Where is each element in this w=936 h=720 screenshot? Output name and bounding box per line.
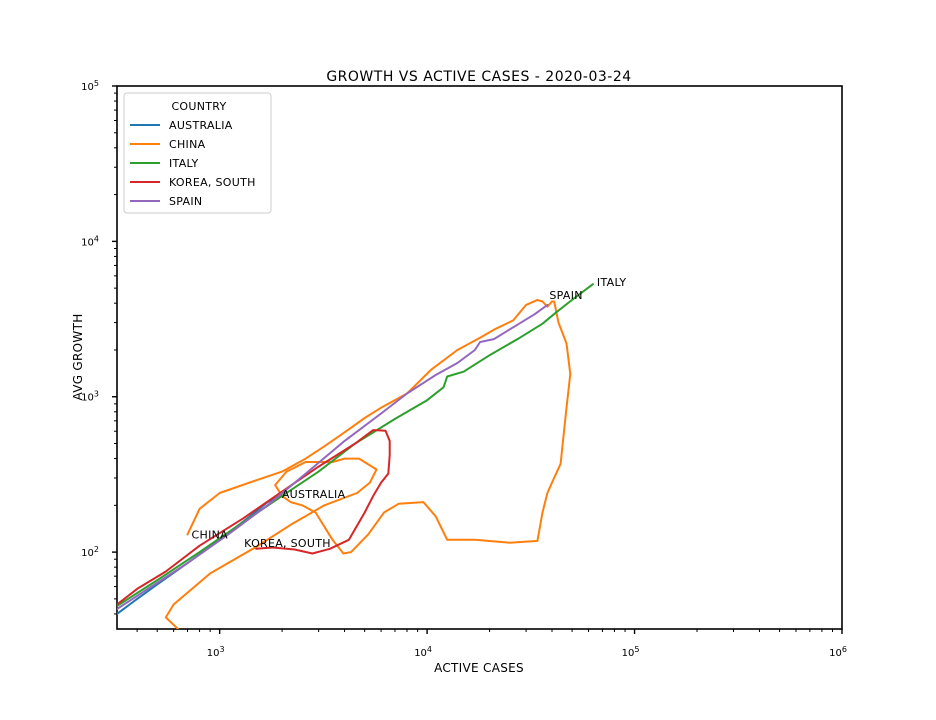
series-line-italy xyxy=(117,283,594,607)
annotation-china: CHINA xyxy=(192,528,229,541)
x-tick-label: 105 xyxy=(622,645,640,659)
legend: COUNTRY AUSTRALIA CHINA ITALY KOREA, SOUTH S… xyxy=(123,92,272,214)
legend-items: AUSTRALIA CHINA ITALY KOREA, SOUTH SPAIN xyxy=(130,119,256,208)
annotation-layer: AUSTRALIA CHINA ITALY KOREA, SOUTH SPAIN xyxy=(192,276,627,550)
annotation-korea-south: KOREA, SOUTH xyxy=(244,537,331,550)
legend-label-spain: SPAIN xyxy=(169,195,202,208)
annotation-australia: AUSTRALIA xyxy=(282,488,346,501)
legend-title: COUNTRY xyxy=(171,100,226,113)
y-axis: 102 103 104 105 xyxy=(81,79,117,615)
legend-label-italy: ITALY xyxy=(169,157,199,170)
series-line-china xyxy=(164,298,572,629)
y-axis-label: AVG GROWTH xyxy=(71,313,85,400)
y-tick-label: 103 xyxy=(81,390,99,404)
x-axis-label: ACTIVE CASES xyxy=(434,661,524,675)
x-tick-label: 104 xyxy=(414,645,432,659)
chart-title: GROWTH VS ACTIVE CASES - 2020-03-24 xyxy=(326,69,631,85)
y-tick-label: 104 xyxy=(81,234,99,248)
legend-label-australia: AUSTRALIA xyxy=(169,119,233,132)
series-layer xyxy=(117,283,594,629)
y-tick-label: 102 xyxy=(81,545,99,559)
x-tick-label: 103 xyxy=(207,645,225,659)
series-line-spain xyxy=(117,303,549,611)
x-axis: 103 104 105 106 xyxy=(136,629,847,659)
series-line-korea-south xyxy=(117,429,391,606)
annotation-spain: SPAIN xyxy=(549,289,582,302)
legend-label-china: CHINA xyxy=(169,138,206,151)
legend-label-korea-south: KOREA, SOUTH xyxy=(169,176,256,189)
plot-frame xyxy=(116,85,843,630)
x-tick-label: 106 xyxy=(829,645,847,659)
legend-box xyxy=(123,92,272,214)
annotation-italy: ITALY xyxy=(597,276,627,289)
y-tick-label: 105 xyxy=(81,79,99,93)
